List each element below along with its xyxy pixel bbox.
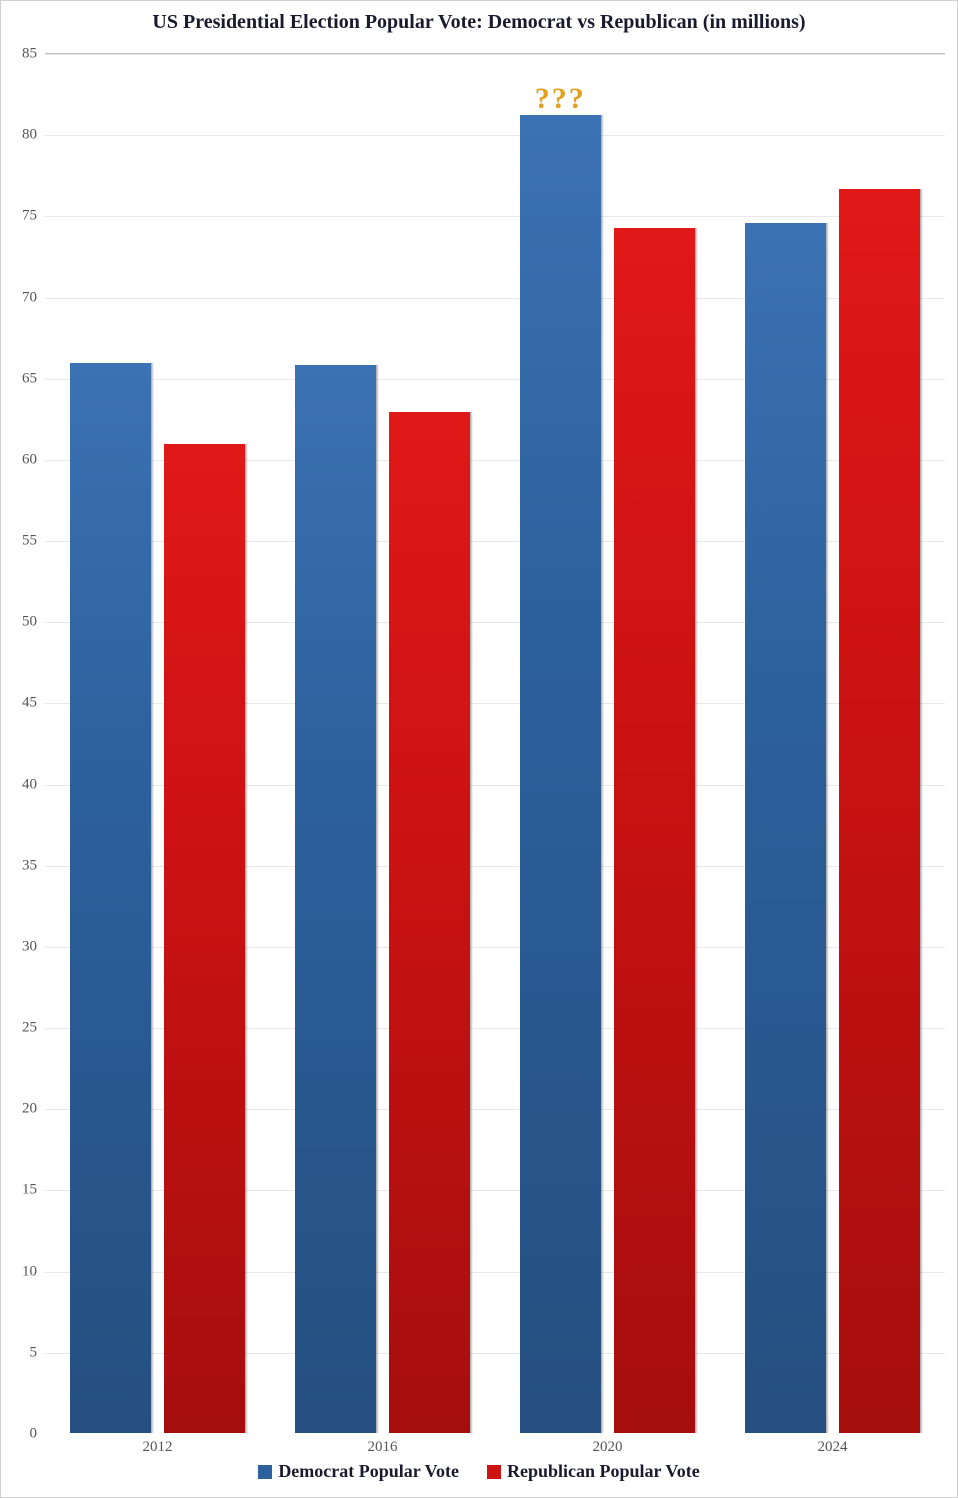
gridline [45, 54, 945, 55]
bar [745, 223, 826, 1433]
y-tick-label: 75 [22, 208, 45, 225]
legend-item: Democrat Popular Vote [258, 1461, 459, 1482]
legend-label: Democrat Popular Vote [278, 1461, 459, 1482]
y-tick-label: 50 [22, 614, 45, 631]
x-tick-label: 2020 [593, 1433, 623, 1456]
y-tick-label: 25 [22, 1020, 45, 1037]
y-tick-label: 5 [30, 1344, 46, 1361]
y-tick-label: 55 [22, 533, 45, 550]
bar [614, 228, 695, 1433]
gridline [45, 135, 945, 136]
legend: Democrat Popular Vote Republican Popular … [1, 1461, 957, 1482]
y-tick-label: 0 [30, 1426, 46, 1443]
chart-container: US Presidential Election Popular Vote: D… [0, 0, 958, 1498]
y-tick-label: 30 [22, 938, 45, 955]
y-tick-label: 10 [22, 1263, 45, 1280]
bar [520, 115, 601, 1433]
y-tick-label: 85 [22, 46, 45, 63]
y-tick-label: 40 [22, 776, 45, 793]
plot-area: 0510152025303540455055606570758085201220… [45, 53, 945, 1433]
legend-swatch [258, 1465, 272, 1479]
y-tick-label: 20 [22, 1101, 45, 1118]
x-tick-label: 2024 [818, 1433, 848, 1456]
bar [164, 444, 245, 1433]
gridline [45, 216, 945, 217]
bar [389, 412, 470, 1433]
x-tick-label: 2012 [143, 1433, 173, 1456]
y-tick-label: 15 [22, 1182, 45, 1199]
y-tick-label: 70 [22, 289, 45, 306]
y-tick-label: 60 [22, 451, 45, 468]
x-tick-label: 2016 [368, 1433, 398, 1456]
chart-title: US Presidential Election Popular Vote: D… [1, 11, 957, 34]
bar [70, 363, 151, 1433]
legend-label: Republican Popular Vote [507, 1461, 700, 1482]
legend-swatch [487, 1465, 501, 1479]
y-tick-label: 45 [22, 695, 45, 712]
bar [839, 189, 920, 1433]
y-tick-label: 65 [22, 370, 45, 387]
annotation-question-marks: ??? [535, 82, 586, 116]
y-tick-label: 35 [22, 857, 45, 874]
bar [295, 365, 376, 1433]
y-tick-label: 80 [22, 127, 45, 144]
legend-item: Republican Popular Vote [487, 1461, 700, 1482]
